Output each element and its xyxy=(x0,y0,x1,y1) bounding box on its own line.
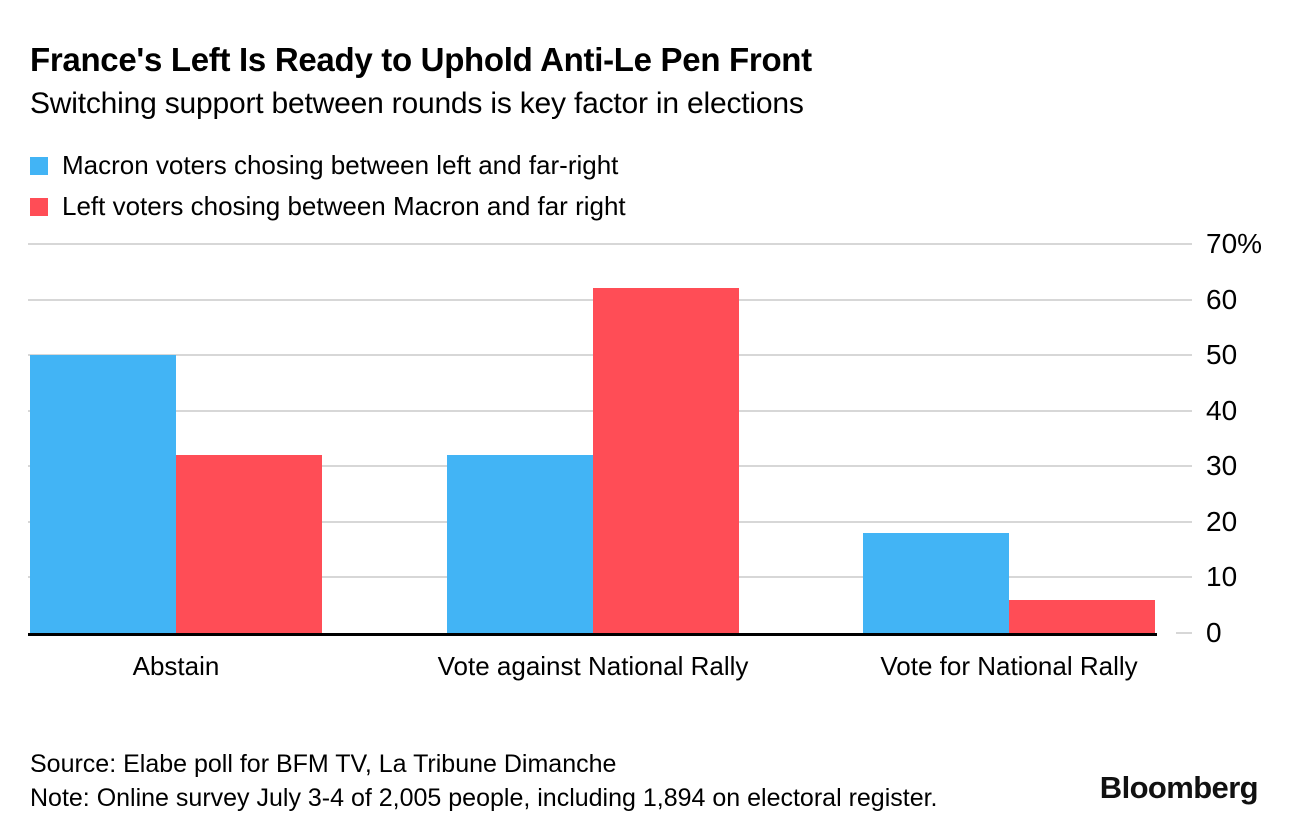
legend-swatch-icon xyxy=(30,197,48,216)
legend-item: Left voters chosing between Macron and f… xyxy=(30,191,626,222)
bar-macron-voters xyxy=(863,532,1009,633)
note-text: Note: Online survey July 3-4 of 2,005 pe… xyxy=(30,784,938,812)
source-text: Source: Elabe poll for BFM TV, La Tribun… xyxy=(30,750,617,778)
y-tick-label: 50 xyxy=(1206,339,1238,371)
y-tick-label: 70% xyxy=(1206,228,1263,259)
chart-subtitle: Switching support between rounds is key … xyxy=(30,87,804,120)
y-tick-label: 30 xyxy=(1206,450,1238,482)
bar-left-voters xyxy=(176,455,322,633)
y-tick-label: 10 xyxy=(1206,561,1238,593)
legend-label: Macron voters chosing between left and f… xyxy=(62,150,619,180)
x-category-label: Abstain xyxy=(132,651,220,681)
x-category-label: Vote for National Rally xyxy=(880,651,1138,681)
chart-title: France's Left Is Ready to Uphold Anti-Le… xyxy=(30,41,812,78)
bar-macron-voters xyxy=(30,355,176,633)
y-tick-label: 60 xyxy=(1206,283,1238,315)
gridline xyxy=(28,243,1192,245)
zero-tick-mark xyxy=(1176,632,1192,634)
legend-swatch-icon xyxy=(30,156,48,175)
legend: Macron voters chosing between left and f… xyxy=(30,150,626,222)
bar-macron-voters xyxy=(447,455,593,633)
bloomberg-logo: Bloomberg xyxy=(1099,770,1259,805)
bar-left-voters xyxy=(1009,599,1155,633)
y-tick-label: 40 xyxy=(1206,394,1238,426)
y-tick-label: 0 xyxy=(1206,617,1222,648)
legend-label: Left voters chosing between Macron and f… xyxy=(62,191,626,221)
bar-left-voters xyxy=(593,288,739,633)
y-tick-label: 20 xyxy=(1206,505,1238,537)
x-category-label: Vote against National Rally xyxy=(437,651,749,681)
x-axis-line xyxy=(28,633,1157,636)
legend-item: Macron voters chosing between left and f… xyxy=(30,150,626,181)
